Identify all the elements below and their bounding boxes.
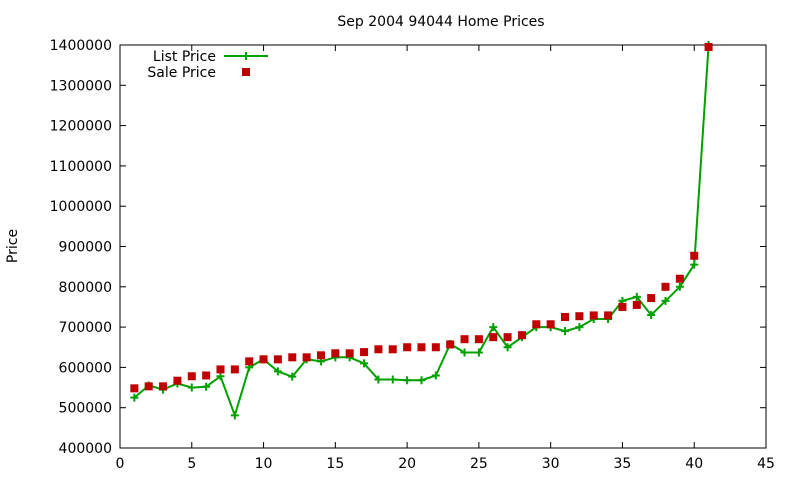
sale-price-point bbox=[316, 351, 325, 360]
list-price-point bbox=[460, 348, 469, 357]
sale-price-point bbox=[647, 294, 656, 303]
y-tick-label: 600000 bbox=[59, 360, 112, 376]
list-price-point bbox=[417, 376, 426, 385]
series-layer bbox=[130, 41, 713, 420]
y-tick-label: 500000 bbox=[59, 401, 112, 417]
sale-price-point bbox=[216, 365, 225, 374]
sale-price-point bbox=[575, 312, 584, 321]
y-tick-label: 1400000 bbox=[50, 38, 112, 54]
sale-price-point bbox=[202, 371, 211, 380]
sale-price-point bbox=[288, 353, 297, 362]
list-price-point bbox=[360, 359, 369, 368]
sale-price-point bbox=[374, 345, 383, 354]
sale-price-point bbox=[259, 355, 268, 364]
sale-price-point bbox=[130, 384, 139, 393]
list-price-line bbox=[133, 44, 710, 417]
list-price-point bbox=[130, 393, 139, 402]
list-price-point bbox=[489, 323, 498, 332]
x-tick-label: 25 bbox=[470, 456, 488, 472]
list-price-point bbox=[273, 367, 282, 376]
x-tick-label: 30 bbox=[542, 456, 560, 472]
y-tick-label: 1100000 bbox=[50, 159, 112, 175]
sale-price-point bbox=[604, 311, 613, 320]
sale-price-point bbox=[546, 320, 555, 329]
x-tick-label: 45 bbox=[757, 456, 775, 472]
legend-label-list-price: List Price bbox=[153, 49, 216, 65]
sale-price-point bbox=[230, 365, 239, 374]
list-price-point bbox=[216, 372, 225, 381]
sale-price-point bbox=[245, 357, 254, 366]
sale-price-point bbox=[675, 274, 684, 283]
sale-price-point bbox=[331, 349, 340, 358]
list-price-point bbox=[202, 382, 211, 391]
sale-price-point bbox=[173, 376, 182, 385]
sale-price-point bbox=[661, 282, 670, 291]
list-price-point bbox=[288, 372, 297, 381]
sale-price-point bbox=[302, 353, 311, 362]
list-price-point bbox=[474, 348, 483, 357]
sale-price-point bbox=[460, 335, 469, 344]
list-price-point bbox=[561, 327, 570, 336]
sale-price-point bbox=[503, 333, 512, 342]
sale-price-point bbox=[144, 382, 153, 391]
x-tick-label: 10 bbox=[255, 456, 273, 472]
sale-price-point bbox=[532, 320, 541, 329]
legend-marker-list-price bbox=[242, 52, 250, 60]
list-price-point bbox=[431, 371, 440, 380]
list-price-point bbox=[230, 411, 239, 420]
sale-price-point bbox=[561, 313, 570, 322]
list-price-point bbox=[575, 323, 584, 332]
list-price-point bbox=[503, 343, 512, 352]
sale-price-point bbox=[403, 343, 412, 352]
x-tick-label: 20 bbox=[398, 456, 416, 472]
sale-price-point bbox=[431, 343, 440, 352]
sale-price-point bbox=[187, 372, 196, 381]
sale-price-point bbox=[632, 300, 641, 309]
sale-price-point bbox=[618, 302, 627, 311]
list-price-point bbox=[187, 383, 196, 392]
y-axis-label: Price bbox=[5, 229, 21, 263]
x-tick-label: 40 bbox=[685, 456, 703, 472]
y-tick-label: 900000 bbox=[59, 240, 112, 256]
sale-price-point bbox=[417, 343, 426, 352]
y-tick-label: 1200000 bbox=[50, 119, 112, 135]
sale-price-point bbox=[704, 43, 713, 52]
x-tick-label: 5 bbox=[187, 456, 196, 472]
list-price-point bbox=[690, 260, 699, 269]
legend-swatch-sale-price bbox=[242, 68, 250, 76]
sale-price-point bbox=[489, 333, 498, 342]
sale-price-point bbox=[517, 331, 526, 340]
plot-frame bbox=[119, 44, 767, 449]
sale-price-point bbox=[474, 335, 483, 344]
sale-price-point bbox=[446, 340, 455, 349]
sale-price-point bbox=[345, 349, 354, 358]
y-tick-label: 800000 bbox=[59, 280, 112, 296]
y-tick-label: 1300000 bbox=[50, 78, 112, 94]
x-tick-label: 0 bbox=[116, 456, 125, 472]
legend: List Price Sale Price bbox=[147, 49, 268, 81]
x-tick-label: 35 bbox=[614, 456, 632, 472]
sale-price-point bbox=[388, 345, 397, 354]
y-tick-label: 700000 bbox=[59, 320, 112, 336]
list-price-point bbox=[675, 282, 684, 291]
axis-ticks: 400000 500000 600000 700000 800000 900000 1000… bbox=[50, 38, 775, 472]
y-tick-label: 400000 bbox=[59, 441, 112, 457]
sale-price-point bbox=[589, 311, 598, 320]
y-tick-label: 1000000 bbox=[50, 199, 112, 215]
list-price-point bbox=[632, 292, 641, 301]
sale-price-point bbox=[273, 355, 282, 364]
sale-price-point bbox=[690, 251, 699, 260]
sale-price-point bbox=[159, 382, 168, 391]
legend-label-sale-price: Sale Price bbox=[147, 65, 216, 81]
list-price-point bbox=[647, 311, 656, 320]
chart-title: Sep 2004 94044 Home Prices bbox=[337, 14, 544, 30]
x-tick-label: 15 bbox=[326, 456, 344, 472]
list-price-point bbox=[388, 375, 397, 384]
sale-price-point bbox=[360, 348, 369, 357]
list-price-point bbox=[661, 296, 670, 305]
list-price-point bbox=[374, 375, 383, 384]
list-price-point bbox=[403, 376, 412, 385]
